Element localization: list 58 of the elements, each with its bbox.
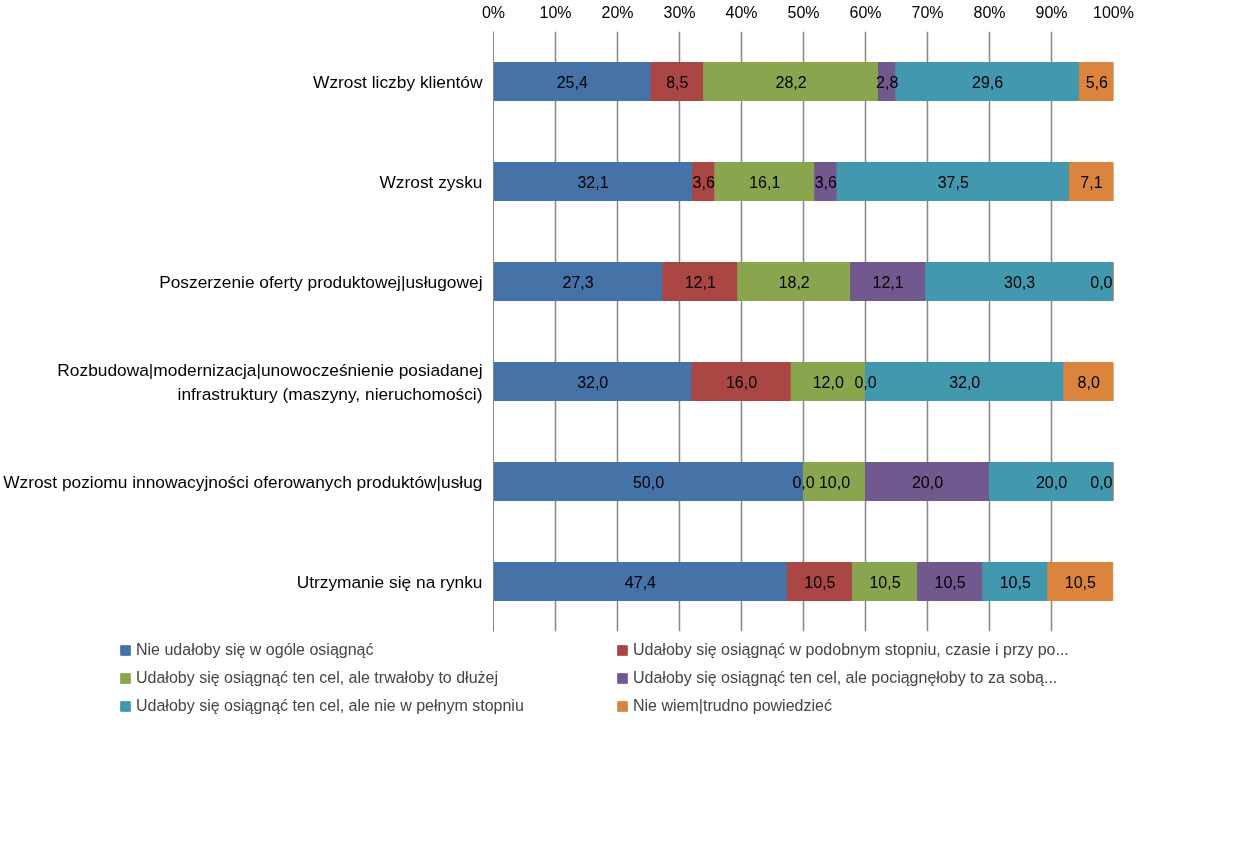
x-tick-label: 70% xyxy=(911,3,944,21)
data-label: 47,4 xyxy=(624,573,657,591)
x-tick-label: 20% xyxy=(601,3,634,21)
data-label: 32,0 xyxy=(949,373,981,391)
x-tick-label: 100% xyxy=(1093,3,1134,21)
data-label: 12,1 xyxy=(872,273,904,291)
data-label: 0,0 xyxy=(1090,273,1113,291)
data-label: 5,6 xyxy=(1085,73,1108,91)
data-label: 16,0 xyxy=(725,373,758,391)
y-tick-label: Wzrost zysku xyxy=(379,171,483,192)
data-label: 7,1 xyxy=(1080,173,1103,191)
legend-label: Udałoby się osiągnąć ten cel, ale pociągnęłoby to za sobą... xyxy=(633,669,1059,687)
data-label: 50,0 xyxy=(632,473,665,491)
data-label: 12,0 xyxy=(812,373,844,391)
data-label: 18,2 xyxy=(778,273,810,291)
legend-label: Udałoby się osiągnąć w podobnym stopniu, czasie i przy po... xyxy=(633,641,1070,659)
data-label: 10,5 xyxy=(999,573,1031,591)
x-tick-label: 60% xyxy=(849,3,882,21)
data-label: 16,1 xyxy=(749,173,781,191)
legend-label: Nie udałoby się w ogóle osiągnąć xyxy=(136,641,375,659)
data-label: 8,0 xyxy=(1077,373,1100,391)
data-label: 2,8 xyxy=(876,73,899,91)
y-tick-label: Rozbudowa|modernizacja|unowocześnienie posiadanej infrastruktury (maszyny, nieruchomości) xyxy=(57,359,483,404)
data-label: 8,5 xyxy=(666,73,689,91)
y-tick-label: Utrzymanie się na rynku xyxy=(296,571,483,592)
x-tick-label: 10% xyxy=(539,3,572,21)
data-label: 25,4 xyxy=(556,73,588,91)
y-tick-label: Wzrost liczby klientów xyxy=(313,71,483,92)
data-label: 10,5 xyxy=(869,573,901,591)
x-tick-label: 50% xyxy=(787,3,820,21)
data-label: 10,0 xyxy=(818,473,851,491)
data-label: 3,6 xyxy=(814,173,838,191)
legend-label: Udałoby się osiągnąć ten cel, ale trwałoby to dłużej xyxy=(136,669,499,687)
data-label: 10,5 xyxy=(934,573,966,591)
data-label: 32,0 xyxy=(577,373,609,391)
data-label: 29,6 xyxy=(972,73,1004,91)
data-label: 37,5 xyxy=(937,173,969,191)
data-label: 10,5 xyxy=(1064,573,1096,591)
data-label: 0,0 xyxy=(1090,473,1113,491)
x-tick-label: 30% xyxy=(663,3,696,21)
data-label: 27,3 xyxy=(562,273,594,291)
legend-label: Nie wiem|trudno powiedzieć xyxy=(633,697,833,715)
data-label: 28,2 xyxy=(775,73,807,91)
data-label: 0,0 xyxy=(792,473,815,491)
data-label: 30,3 xyxy=(1004,273,1036,291)
legend-label: Udałoby się osiągnąć ten cel, ale nie w pełnym stopniu xyxy=(136,697,525,715)
data-label: 20,0 xyxy=(911,473,944,491)
data-label: 12,1 xyxy=(684,273,716,291)
y-tick-label: Wzrost poziomu innowacyjności oferowanych produktów|usług xyxy=(3,471,483,492)
data-label: 10,5 xyxy=(804,573,836,591)
data-label: 20,0 xyxy=(1035,473,1068,491)
data-label: 3,6 xyxy=(692,173,715,191)
x-tick-label: 40% xyxy=(725,3,758,21)
y-tick-label: Poszerzenie oferty produktowej|usługowej xyxy=(159,271,483,292)
x-tick-label: 80% xyxy=(973,3,1006,21)
x-tick-label: 0% xyxy=(481,3,506,21)
data-label: 32,1 xyxy=(577,173,609,191)
x-tick-label: 90% xyxy=(1035,3,1068,21)
